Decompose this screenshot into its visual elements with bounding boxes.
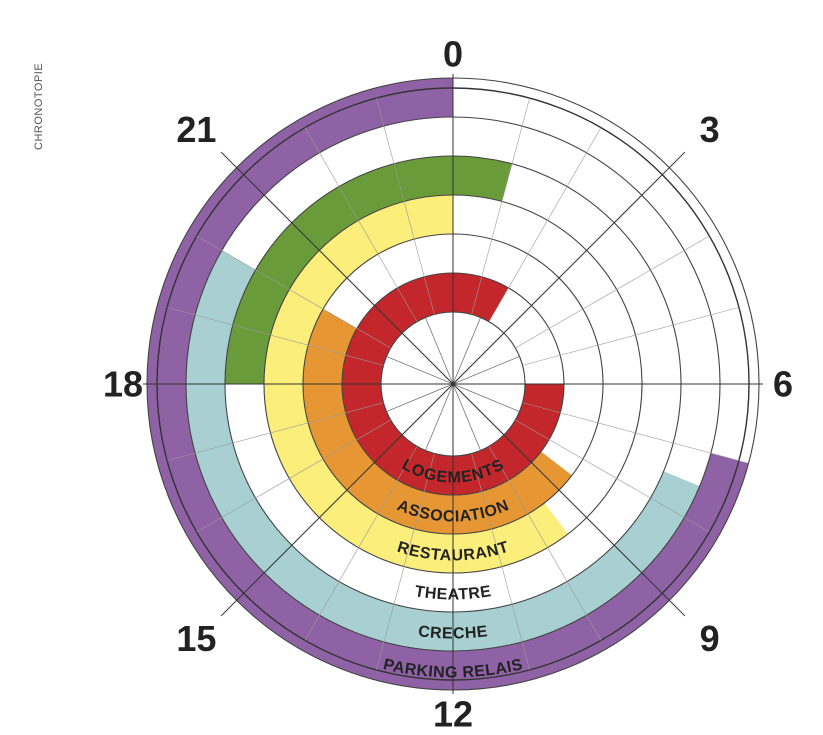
center-spoke-9 <box>425 383 454 451</box>
center-spoke-15 <box>425 317 454 385</box>
hour-spoke-1 <box>471 98 530 315</box>
center-spoke-3 <box>452 356 520 385</box>
hour-spoke-13 <box>376 453 435 670</box>
center-spoke-1 <box>452 317 481 385</box>
hour-label-15: 15 <box>176 618 216 659</box>
major-axis-15 <box>220 383 454 617</box>
hour-label-21: 21 <box>176 109 216 150</box>
ring-label-theatre: THEATRE <box>414 583 493 603</box>
hour-label-0: 0 <box>443 34 463 75</box>
hour-spoke-4 <box>515 235 710 349</box>
ring-segment-restaurant-0 <box>263 195 569 574</box>
ring-segment-association-0 <box>303 309 573 534</box>
center-spoke-13 <box>386 356 454 385</box>
hour-spoke-19 <box>167 307 384 366</box>
ring-segment-creche-0 <box>186 250 700 651</box>
hour-spoke-14 <box>304 446 418 641</box>
ring-segment-theatre-0 <box>225 156 453 384</box>
hour-label-9: 9 <box>700 618 720 659</box>
major-axis-21 <box>220 151 454 385</box>
hour-spoke-22 <box>304 127 418 322</box>
hour-spoke-20 <box>196 235 391 349</box>
hour-spoke-10 <box>488 446 602 641</box>
hour-label-3: 3 <box>700 109 720 150</box>
hour-labels: 0 3 6 9 12 15 18 21 <box>103 34 793 735</box>
hour-spoke-16 <box>196 419 391 533</box>
hour-spoke-11 <box>471 453 530 670</box>
hour-spoke-17 <box>167 402 384 461</box>
major-axis-9 <box>452 383 686 617</box>
center-spoke-11 <box>386 383 454 412</box>
major-axis-3 <box>452 151 686 385</box>
ring-segment-logements-1 <box>453 273 509 322</box>
grid <box>143 74 763 694</box>
center-spoke-5 <box>452 383 520 412</box>
hour-spoke-8 <box>515 419 710 533</box>
hour-spoke-7 <box>522 402 739 461</box>
hour-label-18: 18 <box>103 364 143 405</box>
ring-segment-theatre-1 <box>453 156 513 202</box>
ring-label-creche: CRECHE <box>417 623 488 642</box>
center-spoke-7 <box>452 383 481 451</box>
hour-spoke-23 <box>376 98 435 315</box>
hour-spoke-5 <box>522 307 739 366</box>
hour-label-6: 6 <box>773 364 793 405</box>
hour-label-12: 12 <box>433 694 473 735</box>
hour-spoke-2 <box>488 127 602 322</box>
